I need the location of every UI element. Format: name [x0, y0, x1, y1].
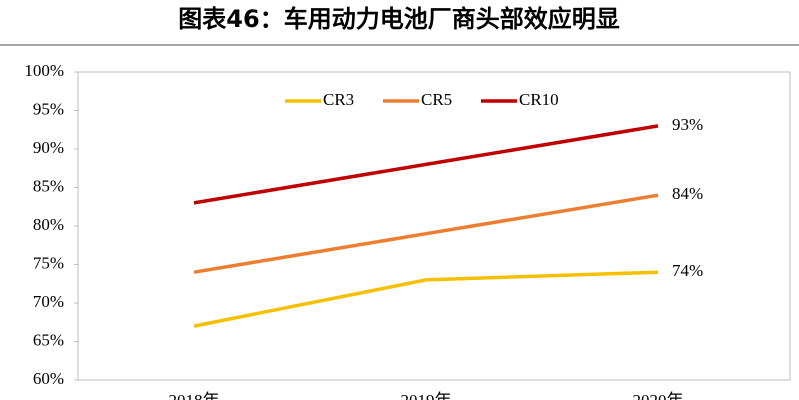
data-label: 74% [672, 261, 703, 280]
series-line [193, 193, 659, 274]
y-tick-label: 65% [33, 330, 64, 349]
series-line [193, 124, 659, 205]
chart-title: 图表46：车用动力电池厂商头部效应明显 [178, 5, 619, 33]
y-tick-label: 90% [33, 138, 64, 157]
series-line [193, 270, 659, 328]
legend-label: CR5 [421, 90, 452, 109]
data-label: 93% [672, 115, 703, 134]
legend-label: CR10 [519, 90, 559, 109]
legend-label: CR3 [323, 90, 354, 109]
x-tick-label: 2018年 [169, 391, 220, 400]
data-label: 84% [672, 184, 703, 203]
y-tick-label: 75% [33, 253, 64, 272]
x-tick-label: 2020年 [633, 391, 684, 400]
y-tick-label: 100% [24, 61, 64, 80]
y-tick-label: 80% [33, 215, 64, 234]
x-tick-label: 2019年 [401, 391, 452, 400]
y-tick-label: 60% [33, 369, 64, 388]
y-tick-label: 70% [33, 292, 64, 311]
y-tick-label: 95% [33, 99, 64, 118]
y-tick-label: 85% [33, 176, 64, 195]
